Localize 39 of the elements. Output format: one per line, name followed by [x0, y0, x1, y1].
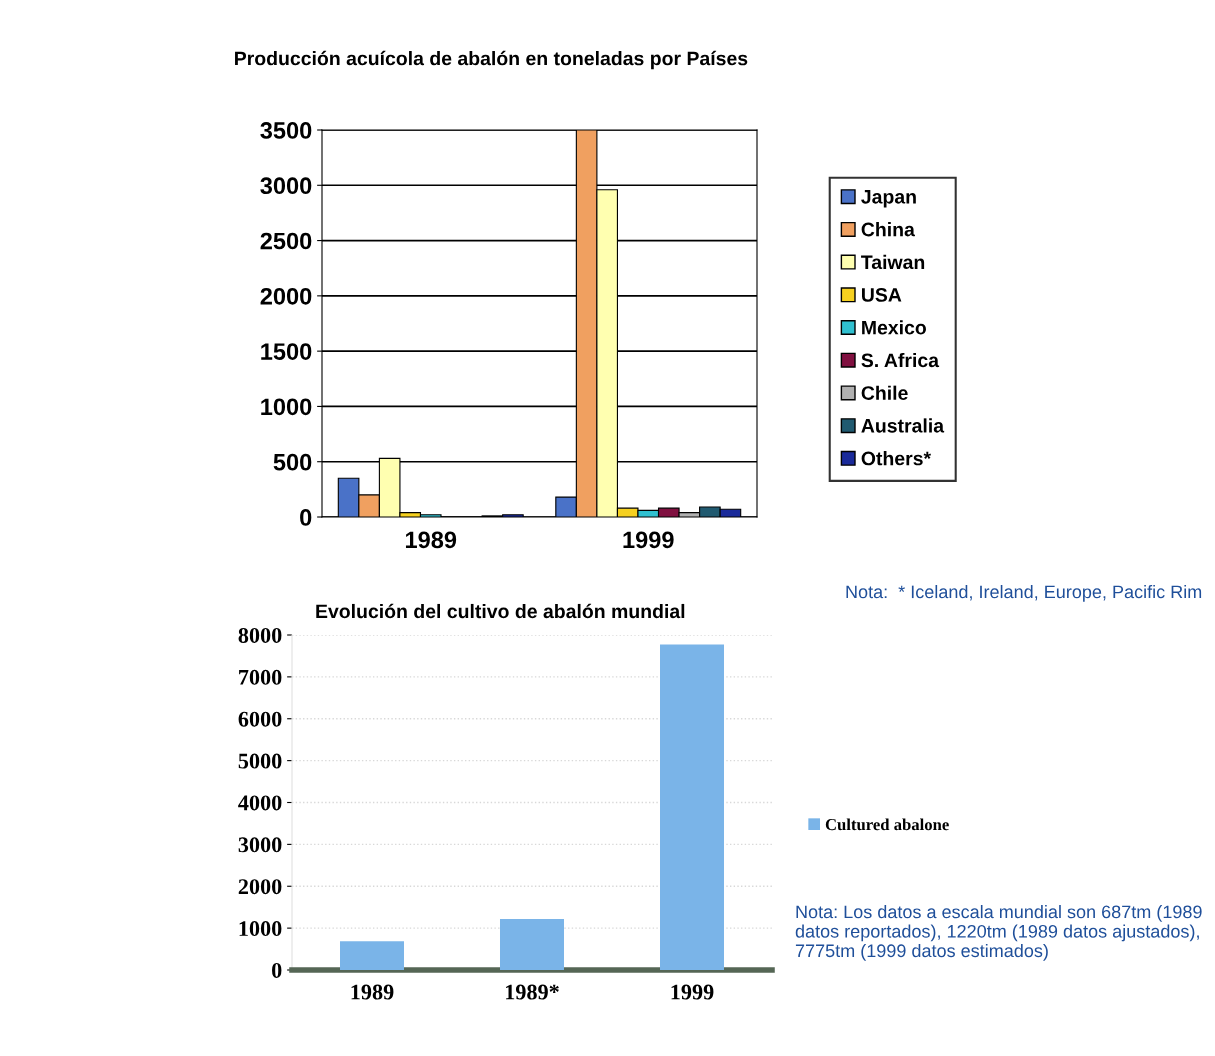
legend-label: USA [862, 288, 902, 302]
y-tick-label: 4000 [238, 795, 282, 811]
bar [500, 918, 564, 970]
y-tick-label: 2000 [260, 287, 312, 305]
legend-label: Taiwan [861, 254, 925, 270]
legend-label: China [861, 222, 915, 237]
y-tick-label: 0 [272, 962, 282, 978]
x-tick-label: 1999 [623, 531, 674, 549]
y-tick-label: 2000 [238, 879, 282, 895]
y-tick-label: 3000 [260, 177, 312, 195]
legend-label: Mexico [862, 320, 926, 335]
chart-title: Producción acuícola de abalón en toneladas por Países [235, 50, 748, 70]
legend-label: Chile [861, 385, 908, 400]
text: Nota: Los datos a escala mundial son 687tm (1989 datos reportados), 1220tm (1989 datos ajustados), 7775tm (1999 datos estimados) [795, 905, 1202, 961]
y-tick-label: 3500 [260, 122, 312, 139]
legend-label: S. Africa [861, 352, 940, 368]
y-tick-label: 8000 [238, 627, 282, 643]
y-tick-label: 6000 [238, 711, 282, 727]
legend-label: Australia [861, 418, 945, 433]
y-tick-label: 7000 [239, 669, 282, 685]
x-tick-label: 1989 [351, 984, 394, 1000]
y-tick-label: 1500 [261, 343, 312, 360]
text: Nota: * Iceland, Ireland, Europe, Pacific Rim [846, 585, 1202, 602]
y-tick-label: 0 [300, 509, 312, 526]
y-tick-label: 1000 [261, 398, 312, 416]
legend-label: Others* [861, 451, 932, 466]
x-tick-label: 1999 [671, 984, 714, 1000]
bar [340, 941, 404, 970]
chart-title: Evolución del cultivo de abalón mundial [316, 603, 685, 619]
y-tick-label: 2500 [260, 232, 312, 250]
legend-label: Cultured abalone [825, 818, 949, 831]
bar [660, 644, 724, 970]
x-tick-label: 1989 [405, 531, 457, 549]
x-tick-label: 1989* [506, 984, 559, 1000]
y-tick-label: 1000 [239, 921, 282, 937]
legend-label: Japan [861, 190, 916, 208]
y-tick-label: 3000 [238, 837, 282, 853]
y-tick-label: 500 [273, 453, 312, 471]
y-tick-label: 5000 [238, 753, 282, 769]
